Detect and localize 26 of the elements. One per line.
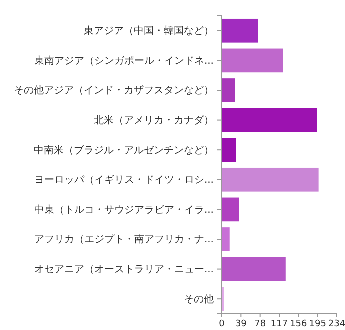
x-tick-label: 0	[219, 319, 226, 330]
bar	[222, 168, 319, 192]
x-tick-label: 156	[290, 319, 308, 330]
bar	[222, 257, 286, 282]
x-tick-label: 39	[235, 319, 248, 330]
bar	[222, 18, 258, 43]
y-tick-label: 中南米（ブラジル・アルゼンチンなど）	[34, 144, 214, 156]
bar	[222, 228, 230, 252]
bar	[222, 78, 236, 102]
bar	[222, 198, 240, 222]
y-tick-label: 東アジア（中国・韓国など）	[84, 25, 214, 38]
x-tick-label: 117	[270, 319, 288, 330]
x-tick-label: 78	[254, 319, 266, 330]
bar	[222, 108, 318, 132]
y-tick-label: 中東（トルコ・サウジアラビア・イラ...	[34, 204, 214, 216]
y-tick-label: 東南アジア（シンガポール・インドネ...	[34, 54, 214, 67]
x-tick-label: 234	[328, 319, 345, 330]
y-tick-label: オセアニア（オーストラリア・ニュー...	[34, 264, 214, 276]
bar	[222, 138, 236, 162]
y-tick-label: その他	[184, 293, 214, 306]
y-tick-label: アフリカ（エジプト・南アフリカ・ナ...	[34, 234, 214, 246]
y-tick-label: その他アジア（インド・カザフスタンなど）	[14, 84, 214, 97]
y-tick-label: ヨーロッパ（イギリス・ドイツ・ロシ...	[34, 174, 214, 186]
bar	[222, 48, 284, 73]
y-tick-label: 北米（アメリカ・カナダ）	[94, 114, 214, 126]
x-tick-label: 195	[309, 319, 326, 330]
